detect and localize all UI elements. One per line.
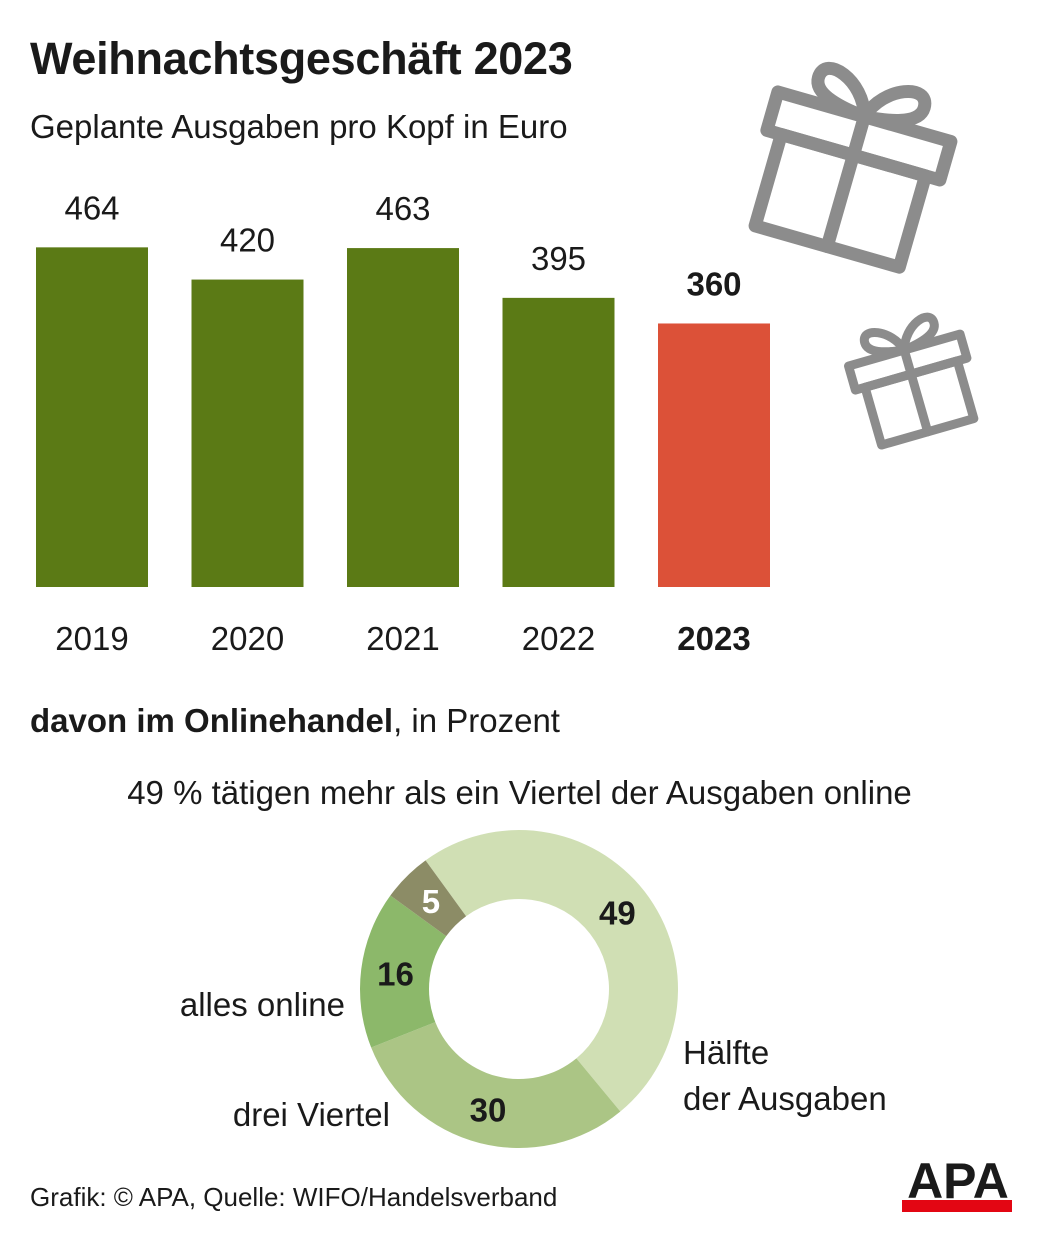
apa-logo: APA <box>902 1153 1012 1212</box>
donut-slice <box>359 895 447 1048</box>
x-tick-label: 2023 <box>677 620 750 657</box>
donut-slice <box>390 860 467 937</box>
section-heading-rest: , in Prozent <box>393 702 560 739</box>
donut-slice <box>371 1022 621 1149</box>
bar-value-label: 420 <box>220 222 275 259</box>
gift-icon <box>748 61 958 274</box>
bar-2021 <box>347 248 459 588</box>
bar-value-label: 463 <box>375 190 430 227</box>
x-tick-label: 2019 <box>55 620 128 657</box>
chart-title: Weihnachtsgeschäft 2023 <box>30 33 573 84</box>
apa-logo-bar <box>902 1200 1012 1212</box>
bar-chart: 464 2019 420 2020 463 2021 395 2022 360 2023 <box>36 189 770 657</box>
bar-2023 <box>658 323 770 587</box>
donut-value-label: 30 <box>470 1092 507 1129</box>
bar-value-label: 360 <box>686 265 741 302</box>
x-tick-label: 2020 <box>211 620 284 657</box>
bar-value-label: 395 <box>531 240 586 277</box>
donut-category-label: der Ausgaben <box>683 1080 887 1117</box>
donut-slice <box>425 830 678 1112</box>
donut-value-label: 16 <box>377 955 414 992</box>
x-tick-label: 2022 <box>522 620 595 657</box>
bar-2022 <box>502 297 615 587</box>
apa-logo-text: APA <box>907 1153 1009 1209</box>
bar-value-label: 464 <box>64 189 119 226</box>
donut-note: 49 % tätigen mehr als ein Viertel der Au… <box>127 774 912 811</box>
chart-subtitle: Geplante Ausgaben pro Kopf in Euro <box>30 108 568 145</box>
donut-value-label: 5 <box>422 883 440 920</box>
source-credit: Grafik: © APA, Quelle: WIFO/Handelsverba… <box>30 1182 558 1212</box>
donut-category-label: alles online <box>180 986 345 1023</box>
donut-chart: 49 30 165 Hälfte der Ausgaben drei Viertel all… <box>180 830 887 1149</box>
x-tick-label: 2021 <box>366 620 439 657</box>
gift-icon <box>844 312 979 450</box>
section-heading-bold: davon im Onlinehandel <box>30 702 394 739</box>
section-heading: davon im Onlinehandel, in Prozent <box>30 704 560 737</box>
donut-category-label: drei Viertel <box>233 1096 390 1133</box>
bar-2019 <box>36 247 148 588</box>
bar-2020 <box>191 279 304 587</box>
donut-category-label: Hälfte <box>683 1034 769 1071</box>
donut-value-label: 49 <box>599 895 636 932</box>
